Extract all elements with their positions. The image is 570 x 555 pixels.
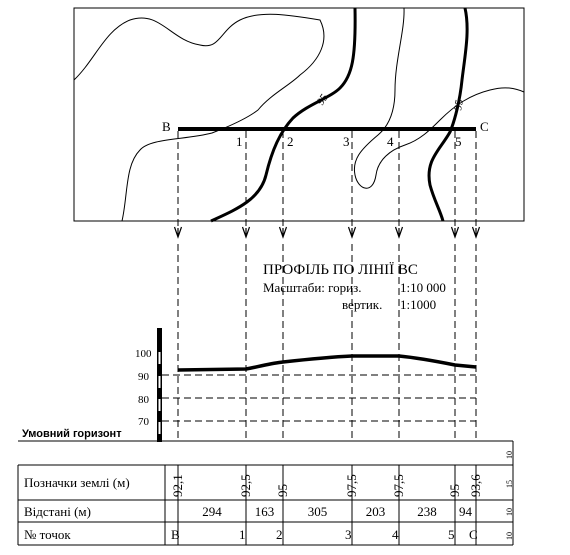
elevation-value: 95 xyxy=(275,484,290,497)
map-frame xyxy=(73,7,525,222)
axis-tick-80: 80 xyxy=(138,394,150,406)
elevation-value: 93,6 xyxy=(468,474,483,497)
elevation-value: 97,5 xyxy=(344,474,359,497)
projection-arrow xyxy=(471,226,481,239)
projection-arrow xyxy=(173,226,183,239)
axis-tick-100: 100 xyxy=(135,348,152,360)
distance-value: 294 xyxy=(202,504,222,519)
map-point-4: 4 xyxy=(387,134,394,149)
contour-label-95-west: 95 xyxy=(315,91,331,107)
profile-table: Позначки землі (м) Відстані (м) № точок … xyxy=(17,441,514,546)
point-label: 3 xyxy=(345,527,352,542)
axis-tick-70: 70 xyxy=(138,416,150,428)
row-height-note: 15 xyxy=(505,480,514,488)
projection-arrow xyxy=(347,226,357,239)
point-label: 4 xyxy=(392,527,399,542)
row-label-elevations: Позначки землі (м) xyxy=(24,475,130,490)
elevation-value: 95 xyxy=(447,484,462,497)
row-height-note: 10 xyxy=(505,508,514,516)
point-label: C xyxy=(469,527,478,542)
map-point-1: 1 xyxy=(236,134,243,149)
row-height-note: 10 xyxy=(505,532,514,540)
projection-arrow xyxy=(278,226,288,239)
map-label-c: C xyxy=(480,119,489,134)
elevation-value: 92,5 xyxy=(238,474,253,497)
axis-tick-90: 90 xyxy=(138,371,150,383)
map-point-5: 5 xyxy=(455,134,462,149)
projection-arrow xyxy=(241,226,251,239)
distance-value: 163 xyxy=(255,504,275,519)
point-label: 5 xyxy=(448,527,455,542)
row-label-points: № точок xyxy=(24,527,71,542)
row-height-note: 10 xyxy=(505,451,514,459)
vertical-scale-segment xyxy=(158,422,161,434)
contour-95-east xyxy=(427,7,469,222)
elevation-value: 92,1 xyxy=(170,474,185,497)
vertical-scale-segment xyxy=(158,352,161,364)
projection-lines xyxy=(173,131,481,441)
distance-value: 203 xyxy=(366,504,386,519)
map-label-b: B xyxy=(162,119,171,134)
profile-title: ПРОФІЛЬ ПО ЛІНІЇ ВС xyxy=(263,261,418,278)
row-label-distances: Відстані (м) xyxy=(24,504,91,519)
table-cells: 92,1 92,5 95 97,5 97,5 95 93,6 294 163 305 203 238 9… xyxy=(170,465,483,545)
contour-label-95-east: 95 xyxy=(452,98,466,111)
terrain-profile-line xyxy=(177,354,477,372)
horizon-label: Умовний горизонт xyxy=(22,428,122,440)
projection-arrow xyxy=(450,226,460,239)
point-label: 1 xyxy=(239,527,246,542)
profile-graph: 100 90 80 70 Умовний горизонт xyxy=(18,328,513,442)
vertical-scale-segment xyxy=(158,376,161,388)
scale-horizontal-value: 1:10 000 xyxy=(400,280,446,295)
distance-value: 94 xyxy=(459,504,473,519)
point-label: 2 xyxy=(276,527,283,542)
point-label: B xyxy=(171,527,180,542)
contour-line-left xyxy=(73,13,325,222)
distance-value: 238 xyxy=(417,504,437,519)
contour-map: 95 95 B C 1 2 3 4 5 xyxy=(73,7,525,223)
elevation-value: 97,5 xyxy=(391,474,406,497)
contour-95-west xyxy=(210,7,357,223)
contour-line-right xyxy=(353,7,525,189)
scale-vertical-label: вертик. xyxy=(342,297,382,312)
map-point-3: 3 xyxy=(343,134,350,149)
scale-vertical-value: 1:1000 xyxy=(400,297,436,312)
vertical-scale-segment xyxy=(158,399,161,411)
scale-horizontal-label: Масштаби: гориз. xyxy=(263,280,362,295)
projection-arrow xyxy=(394,226,404,239)
map-point-2: 2 xyxy=(287,134,294,149)
distance-value: 305 xyxy=(308,504,328,519)
